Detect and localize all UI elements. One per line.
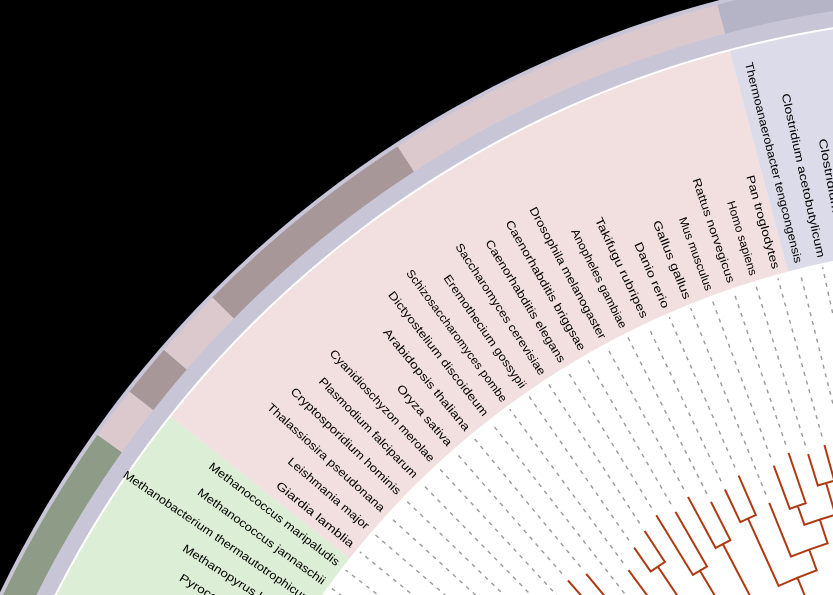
wedge-bacteria xyxy=(729,29,833,272)
guide-line xyxy=(359,551,414,595)
guide-line xyxy=(711,299,772,458)
guide-line xyxy=(374,533,447,595)
outer-ring-segment-4 xyxy=(212,146,414,319)
outer-ring-segment-3 xyxy=(164,297,234,370)
tree-branches[interactable] xyxy=(437,424,833,595)
guide-line xyxy=(472,437,582,568)
outer-ring-segment-5 xyxy=(397,4,726,172)
wedge-archaea xyxy=(56,416,350,595)
guide-line xyxy=(668,316,736,468)
guide-line xyxy=(777,278,823,437)
guide-line xyxy=(438,467,558,595)
outer-ring-segment-6 xyxy=(717,0,833,34)
guide-line xyxy=(405,499,506,595)
outer-ring-segment-1 xyxy=(97,391,154,453)
guide-line xyxy=(755,284,807,446)
guide-line xyxy=(821,267,833,318)
outer-ring-segment-0 xyxy=(3,434,122,595)
outer-ring-segment-2 xyxy=(129,349,187,411)
guide-line xyxy=(647,326,722,482)
guide-lines xyxy=(331,267,833,595)
guide-line xyxy=(547,382,641,524)
guide-line xyxy=(586,358,672,505)
guide-line xyxy=(528,395,630,541)
guide-line xyxy=(626,336,708,495)
guide-line xyxy=(389,516,477,595)
wedge-eukaryota xyxy=(170,51,788,559)
guide-line xyxy=(689,307,767,495)
